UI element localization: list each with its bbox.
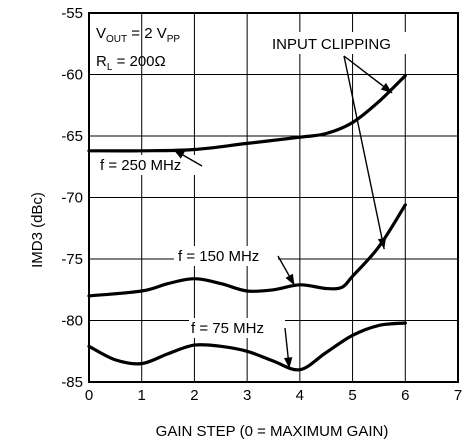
svg-text:f = 150 MHz: f = 150 MHz [178, 248, 259, 265]
x-tick-label: 1 [138, 387, 146, 404]
rl-condition: RL = 200Ω [96, 53, 166, 73]
y-tick-label: -75 [61, 251, 83, 268]
y-tick-label: -85 [61, 374, 83, 391]
series-label-75mhz: f = 75 MHz [189, 318, 285, 338]
y-tick-label: -60 [61, 67, 83, 84]
series-label-250mhz: f = 250 MHz [97, 155, 201, 175]
clipping-arrow-250mhz [343, 55, 393, 94]
label-arrow-250mhz [172, 148, 203, 167]
x-tick-label: 0 [85, 387, 93, 404]
y-tick-label: -70 [61, 190, 83, 207]
callout-bg [266, 32, 430, 54]
input-clipping-callout: INPUT CLIPPING [272, 36, 391, 53]
y-tick-label: -55 [61, 5, 83, 22]
x-axis-label: GAIN STEP (0 = MAXIMUM GAIN) [156, 423, 389, 440]
clipping-arrow-150mhz [343, 55, 387, 250]
x-tick-label: 7 [454, 387, 462, 404]
series-line-150mhz [87, 203, 407, 298]
svg-text:f = 75 MHz: f = 75 MHz [191, 320, 264, 337]
x-tick-label: 3 [243, 387, 251, 404]
x-tick-label: 5 [348, 387, 356, 404]
label-arrow-75mhz [283, 327, 293, 369]
y-axis-label: IMD3 (dBc) [29, 192, 46, 268]
vout-condition: VOUT = 2 VPP [96, 25, 180, 45]
y-tick-label: -80 [61, 313, 83, 330]
series-line-250mhz [87, 74, 407, 153]
series-layer [87, 74, 407, 372]
x-tick-label: 2 [190, 387, 198, 404]
x-axis-ticks: 0 1 2 3 4 5 6 7 [85, 387, 462, 404]
svg-text:f = 250 MHz: f = 250 MHz [100, 157, 181, 174]
plot-frame [88, 12, 459, 383]
label-arrow-150mhz [277, 255, 296, 286]
series-label-150mhz: f = 150 MHz [174, 246, 278, 266]
series-label-arrows [172, 148, 296, 369]
callout-arrows [343, 55, 393, 250]
x-tick-label: 4 [296, 387, 304, 404]
y-tick-label: -65 [61, 128, 83, 145]
series-line-75mhz [87, 321, 407, 372]
y-axis-ticks: -55 -60 -65 -70 -75 -80 -85 [61, 5, 83, 391]
x-tick-label: 6 [401, 387, 409, 404]
